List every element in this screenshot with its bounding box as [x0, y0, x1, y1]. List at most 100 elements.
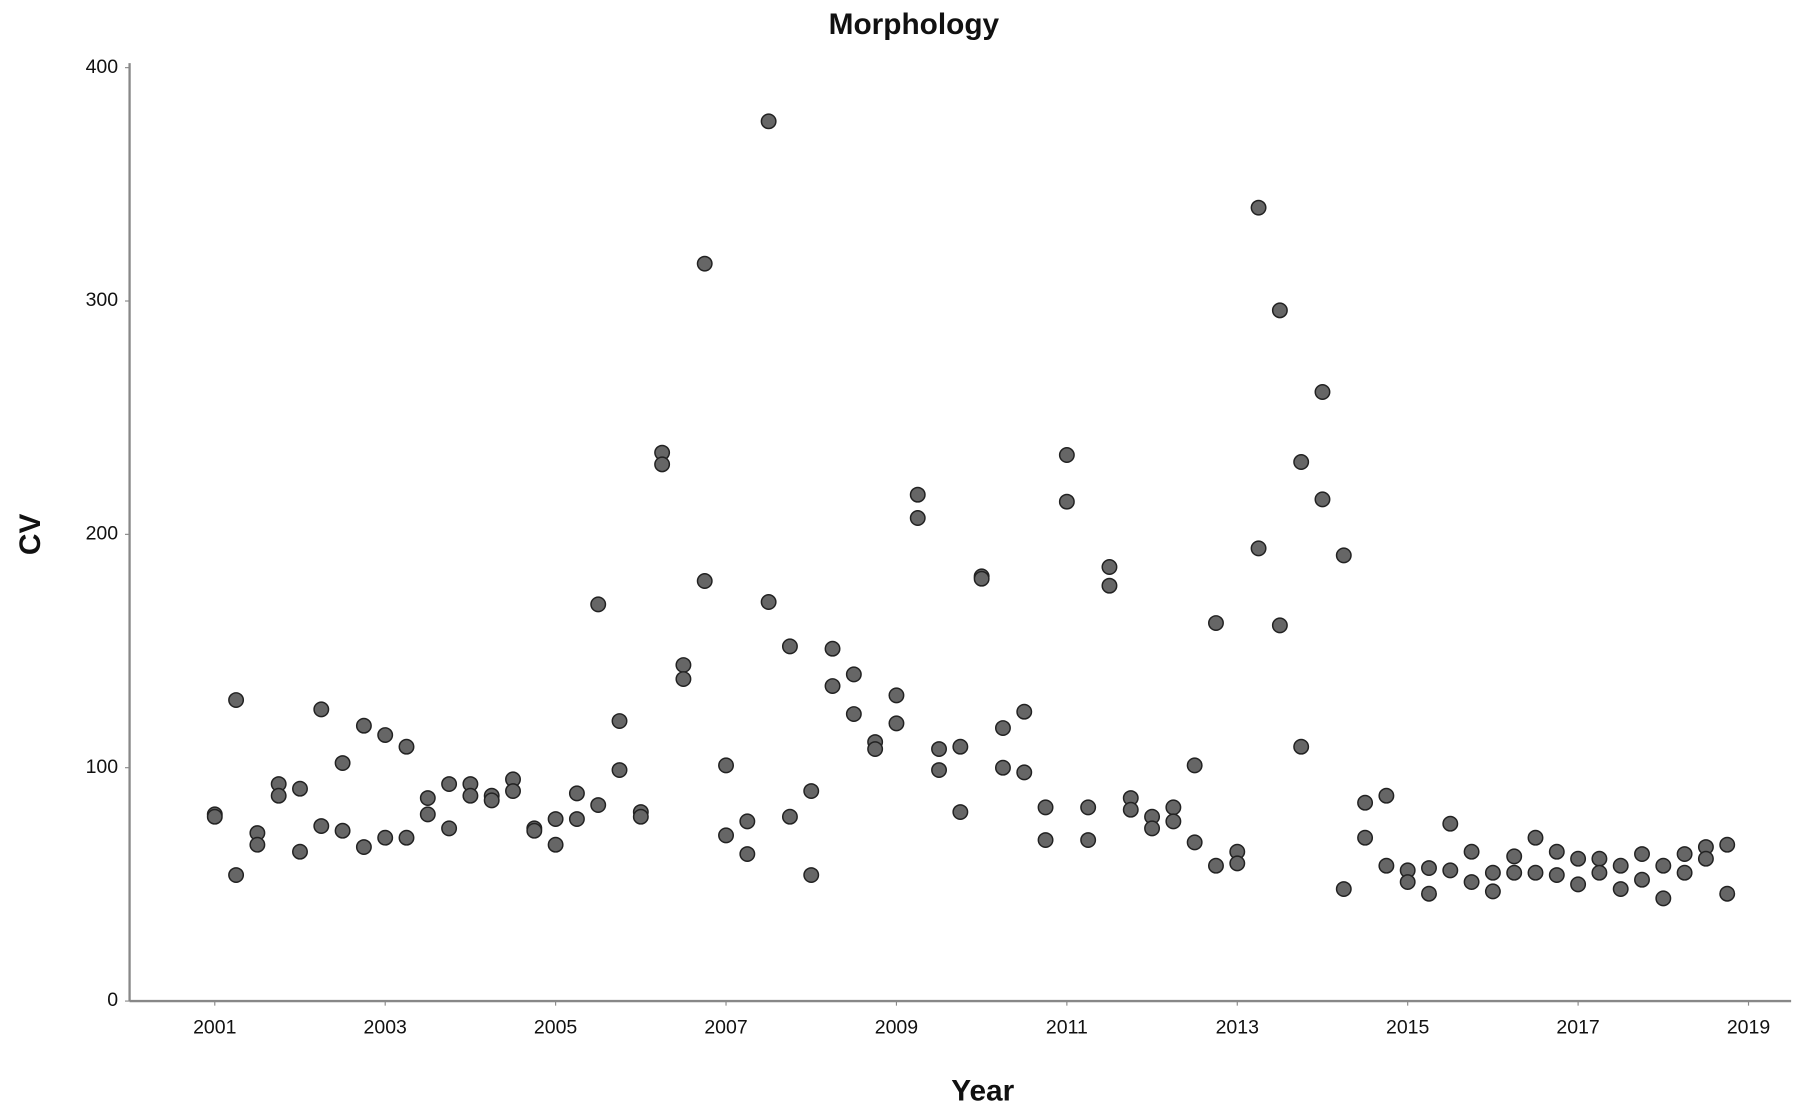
point [1591, 850, 1608, 867]
point [292, 843, 308, 860]
point [1676, 846, 1693, 863]
point [1676, 864, 1693, 881]
point [441, 820, 458, 837]
point [1634, 871, 1650, 888]
point [1612, 857, 1629, 874]
point [611, 762, 628, 779]
point [1101, 577, 1118, 594]
x-tick-label: 2009 [875, 1017, 918, 1039]
point [1208, 857, 1224, 874]
y-tick-label: 200 [86, 523, 119, 545]
point [718, 757, 734, 774]
point [696, 255, 713, 272]
point [419, 790, 436, 807]
point [803, 783, 820, 800]
point [909, 510, 926, 526]
point [1058, 493, 1075, 510]
point [1634, 846, 1650, 863]
point [1655, 857, 1672, 874]
point [1037, 799, 1054, 816]
x-tick-label: 2007 [704, 1017, 747, 1039]
point [1591, 864, 1608, 881]
point [1484, 864, 1501, 881]
point [398, 738, 415, 755]
point [1719, 836, 1736, 853]
point [547, 836, 564, 853]
point [973, 570, 990, 587]
point [505, 783, 521, 800]
point [1016, 703, 1033, 720]
x-tick-label: 2001 [193, 1017, 236, 1039]
point [1293, 454, 1310, 470]
point [568, 811, 585, 828]
point [1208, 615, 1224, 632]
point [377, 829, 394, 846]
point [931, 741, 948, 758]
point [1250, 199, 1267, 216]
point [547, 811, 564, 828]
point [1719, 885, 1736, 902]
point [1421, 860, 1437, 877]
point [419, 806, 436, 823]
y-axis-label: CV [14, 514, 47, 556]
point [1378, 787, 1395, 804]
point [1314, 491, 1331, 508]
point [334, 755, 351, 772]
point [632, 808, 649, 825]
point [483, 792, 500, 809]
point [781, 808, 798, 825]
point [1080, 832, 1097, 849]
point [1442, 815, 1459, 832]
point [228, 867, 245, 884]
point [1271, 617, 1288, 634]
point [845, 666, 862, 683]
point [1484, 883, 1501, 900]
point [1463, 843, 1480, 860]
point [1442, 862, 1459, 879]
point [1357, 829, 1374, 846]
point [760, 113, 777, 130]
point [1527, 829, 1544, 846]
y-tick-label: 0 [107, 989, 118, 1011]
x-tick-label: 2013 [1216, 1017, 1259, 1039]
point [1335, 547, 1352, 564]
point [994, 759, 1011, 776]
point [867, 741, 884, 758]
point [1314, 384, 1331, 400]
y-tick-label: 100 [86, 756, 119, 778]
point [1548, 843, 1565, 860]
point [398, 829, 415, 846]
point [824, 678, 841, 695]
point [931, 762, 948, 779]
chart-title: Morphology [829, 8, 1000, 41]
point [654, 456, 671, 473]
point [952, 804, 969, 821]
x-tick-label: 2003 [364, 1017, 407, 1039]
y-tick-label: 300 [86, 289, 119, 311]
point [1463, 874, 1480, 891]
y-tick-label: 400 [86, 56, 119, 78]
point [994, 720, 1011, 737]
point [1186, 757, 1203, 774]
point [1570, 850, 1587, 867]
point [1506, 864, 1523, 881]
point [568, 785, 585, 802]
point [1293, 738, 1310, 755]
point [1271, 302, 1288, 319]
point [718, 827, 734, 844]
point [1250, 540, 1267, 557]
point [228, 692, 245, 709]
point [1357, 794, 1374, 811]
point [441, 776, 458, 793]
point [292, 780, 308, 797]
point [1080, 799, 1097, 816]
point [739, 846, 756, 863]
point [1612, 881, 1629, 898]
point [334, 822, 351, 839]
point [206, 808, 223, 825]
point [1655, 890, 1672, 907]
x-tick-label: 2015 [1386, 1017, 1430, 1039]
